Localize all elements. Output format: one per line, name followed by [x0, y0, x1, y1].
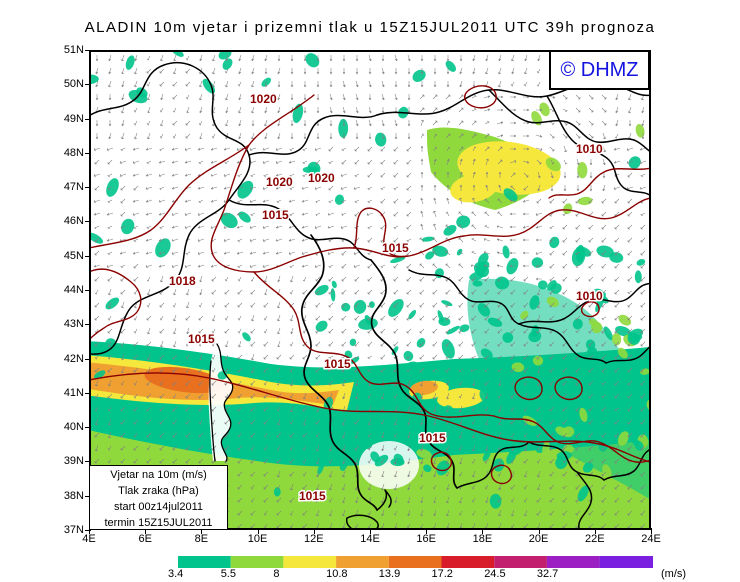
svg-text:1015: 1015 [262, 208, 289, 222]
svg-text:1015: 1015 [324, 357, 351, 371]
svg-text:1015: 1015 [419, 431, 446, 445]
svg-text:1015: 1015 [188, 332, 215, 346]
svg-text:1015: 1015 [382, 241, 409, 255]
svg-text:1010: 1010 [576, 289, 603, 303]
svg-text:1020: 1020 [308, 171, 335, 185]
svg-text:1018: 1018 [169, 274, 196, 288]
svg-text:1010: 1010 [576, 142, 603, 156]
svg-text:1020: 1020 [266, 175, 293, 189]
svg-text:1015: 1015 [299, 489, 326, 503]
svg-text:1020: 1020 [250, 92, 277, 106]
